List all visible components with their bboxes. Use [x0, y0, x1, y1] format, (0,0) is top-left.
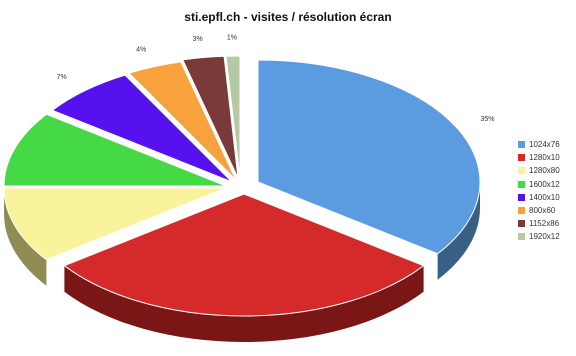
pie-slice-1400x1050	[51, 74, 233, 183]
pie-slice-800x600	[128, 61, 237, 181]
legend-label: 1280x80	[529, 166, 560, 176]
pie-slice-1280x800	[3, 187, 227, 261]
pie-slice-side-1024x768	[437, 182, 480, 280]
pie-slice-1920x1200	[225, 55, 241, 179]
legend-item-1280x800: 1280x80	[518, 164, 560, 177]
pie-slice-1152x864	[182, 55, 239, 179]
pie-label-1400x1050: 7%	[57, 74, 67, 81]
legend-label: 1280x10	[529, 153, 560, 163]
legend-swatch	[518, 207, 525, 215]
legend-swatch	[518, 193, 525, 201]
legend-label: 1152x86	[529, 219, 560, 229]
pie-slice-1024x768	[257, 59, 481, 255]
pie-slice-1600x1200	[3, 113, 227, 187]
legend-item-1400x1050: 1400x10	[518, 191, 560, 204]
pie-label-1024x768: 35%	[480, 116, 494, 123]
pie-label-800x600: 4%	[136, 46, 146, 53]
legend-swatch	[518, 220, 525, 228]
legend-label: 800x60	[529, 206, 556, 216]
legend-item-1600x1200: 1600x12	[518, 178, 560, 191]
chart-title: sti.epfl.ch - visites / résolution écran	[184, 10, 392, 24]
legend: 1024x76 1280x10 1280x80 1600x12 1400x10 800x6…	[518, 138, 560, 244]
pie-slice-1280x1024	[63, 193, 425, 317]
pie-slice-side-1280x1024	[64, 265, 424, 343]
legend-label: 1400x10	[529, 192, 560, 202]
legend-item-1280x1024: 1280x10	[518, 151, 560, 164]
legend-item-1920x1200: 1920x12	[518, 230, 560, 243]
legend-swatch	[518, 233, 525, 241]
pie-label-1920x1200: 1%	[227, 35, 237, 42]
pie-label-1152x864: 3%	[193, 36, 203, 43]
legend-item-1152x864: 1152x86	[518, 217, 560, 230]
legend-swatch	[518, 154, 525, 162]
legend-item-1024x768: 1024x76	[518, 138, 560, 151]
legend-label: 1600x12	[529, 179, 560, 189]
legend-swatch	[518, 167, 525, 175]
legend-label: 1920x12	[529, 232, 560, 242]
legend-item-800x600: 800x60	[518, 204, 560, 217]
legend-swatch	[518, 180, 525, 188]
legend-label: 1024x76	[529, 140, 560, 150]
pie-slice-side-1280x800	[4, 188, 47, 286]
legend-swatch	[518, 141, 525, 149]
